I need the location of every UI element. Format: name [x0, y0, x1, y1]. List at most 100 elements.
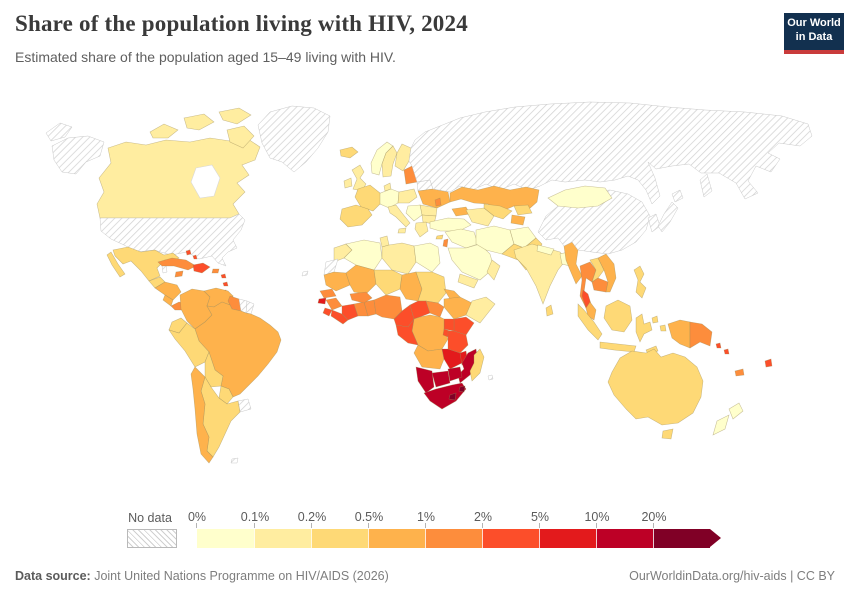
country-italy[interactable] — [387, 204, 411, 228]
footer-link[interactable]: OurWorldinData.org/hiv-aids | CC BY — [629, 569, 835, 583]
legend-no-data-swatch[interactable] — [127, 529, 177, 548]
country-mongolia[interactable] — [547, 185, 613, 209]
country-algeria[interactable] — [343, 239, 383, 271]
country-cyprus[interactable] — [435, 234, 444, 240]
country-ukraine[interactable] — [417, 188, 451, 209]
country-west-papua[interactable] — [667, 319, 691, 349]
country-cambodia[interactable] — [591, 277, 609, 293]
country-mauritania[interactable] — [323, 271, 351, 292]
legend-bin-5%[interactable]: 5% — [531, 510, 596, 548]
country-fiji[interactable] — [764, 358, 773, 368]
country-uzbekistan[interactable] — [483, 203, 513, 220]
country-new-caledonia[interactable] — [734, 368, 745, 377]
country-india[interactable] — [513, 243, 567, 305]
country-somalia[interactable] — [465, 296, 496, 324]
country-solomon-1[interactable] — [715, 342, 722, 349]
country-gabon-congo[interactable] — [395, 318, 419, 346]
country-niger[interactable] — [373, 269, 403, 296]
country-guinea[interactable] — [325, 297, 343, 311]
country-moldova[interactable] — [434, 197, 442, 207]
legend-bin-20%[interactable]: 20% — [641, 510, 710, 548]
country-namibia[interactable] — [415, 366, 435, 394]
country-sumatra[interactable] — [577, 303, 603, 341]
country-turkey[interactable] — [429, 217, 472, 232]
country-bahamas-2[interactable] — [192, 254, 198, 260]
country-russia[interactable] — [408, 101, 813, 205]
country-solomon-2[interactable] — [723, 348, 730, 355]
country-alaska[interactable] — [51, 135, 105, 175]
country-senegal[interactable] — [319, 288, 337, 299]
country-borneo[interactable] — [603, 299, 633, 333]
country-sakhalin[interactable] — [699, 173, 713, 198]
country-japan-main[interactable] — [657, 201, 679, 233]
country-israel[interactable] — [442, 238, 449, 248]
owid-logo[interactable]: Our World in Data — [784, 13, 844, 54]
country-libya[interactable] — [381, 242, 417, 275]
country-canada-arctic-3[interactable] — [218, 107, 252, 125]
country-western-balkans[interactable] — [405, 204, 423, 222]
legend-bin-2%[interactable]: 2% — [474, 510, 539, 548]
country-canada-arctic-4[interactable] — [226, 125, 255, 149]
country-cote-divoire[interactable] — [341, 303, 359, 321]
country-nepal[interactable] — [536, 244, 555, 256]
country-vietnam[interactable] — [597, 253, 617, 293]
legend-bin-1%[interactable]: 1% — [417, 510, 482, 548]
country-sicily[interactable] — [397, 227, 407, 234]
country-sri-lanka[interactable] — [545, 304, 554, 317]
legend-bin-0.2%[interactable]: 0.2% — [298, 510, 368, 548]
country-france[interactable] — [354, 184, 381, 212]
country-jamaica[interactable] — [174, 270, 184, 278]
country-greece[interactable] — [414, 221, 429, 238]
country-finland[interactable] — [394, 143, 412, 172]
country-poland[interactable] — [397, 188, 418, 204]
country-canada[interactable] — [96, 137, 261, 219]
country-spain-portugal[interactable] — [339, 204, 373, 228]
country-angola[interactable] — [413, 344, 445, 370]
country-japan-north[interactable] — [671, 189, 684, 203]
country-burkina-faso[interactable] — [349, 291, 373, 304]
country-hispaniola[interactable] — [192, 262, 211, 274]
country-tanzania[interactable] — [447, 330, 469, 354]
country-zimbabwe[interactable] — [447, 366, 463, 382]
country-java[interactable] — [599, 341, 637, 353]
country-madagascar[interactable] — [469, 348, 485, 382]
country-lesotho[interactable] — [448, 392, 457, 401]
country-turkmenistan[interactable] — [465, 207, 495, 227]
country-kyrgyzstan[interactable] — [513, 204, 533, 216]
country-south-sudan[interactable] — [425, 300, 445, 318]
country-new-zealand-north[interactable] — [728, 402, 744, 420]
country-sweden[interactable] — [381, 145, 398, 178]
country-moluccas-1[interactable] — [651, 315, 659, 324]
country-chile[interactable] — [190, 366, 214, 464]
country-cuba[interactable] — [157, 257, 197, 271]
country-guinea-bissau[interactable] — [317, 297, 327, 305]
country-ireland[interactable] — [343, 177, 353, 189]
country-yemen[interactable] — [457, 273, 479, 289]
country-kazakhstan[interactable] — [449, 185, 540, 213]
country-papua-new-guinea[interactable] — [689, 321, 713, 349]
country-mozambique[interactable] — [457, 348, 479, 384]
country-antilles-2[interactable] — [222, 281, 229, 287]
country-greenland[interactable] — [257, 105, 331, 173]
country-bermuda[interactable] — [301, 270, 309, 277]
country-mali[interactable] — [345, 264, 377, 295]
legend-bin-0.1%[interactable]: 0.1% — [241, 510, 311, 548]
country-iceland[interactable] — [339, 146, 359, 159]
country-tajikistan[interactable] — [510, 214, 526, 226]
country-united-kingdom[interactable] — [351, 164, 367, 192]
country-french-guiana[interactable] — [245, 300, 255, 315]
country-philippines[interactable] — [633, 265, 647, 299]
legend-bin-0.5%[interactable]: 0.5% — [355, 510, 425, 548]
country-new-zealand-south[interactable] — [712, 414, 730, 436]
country-egypt[interactable] — [413, 242, 441, 273]
country-bahamas-1[interactable] — [185, 249, 192, 256]
country-south-africa[interactable] — [423, 382, 467, 410]
country-paraguay[interactable] — [218, 385, 234, 405]
country-canada-arctic-1[interactable] — [149, 123, 179, 139]
legend-bin-10%[interactable]: 10% — [584, 510, 653, 548]
country-liberia[interactable] — [330, 309, 349, 325]
country-syria-iraq[interactable] — [444, 228, 479, 249]
country-moluccas-2[interactable] — [659, 324, 667, 332]
country-canada-arctic-2[interactable] — [183, 113, 215, 131]
country-sierra-leone[interactable] — [322, 307, 333, 317]
